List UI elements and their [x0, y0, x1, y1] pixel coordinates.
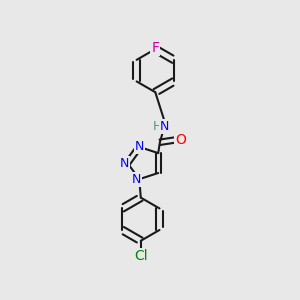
Text: N: N: [135, 140, 144, 153]
Text: N: N: [131, 173, 141, 186]
Text: N: N: [160, 120, 169, 133]
Text: HN: HN: [153, 120, 172, 133]
Text: F: F: [151, 41, 159, 55]
Text: H: H: [153, 120, 162, 133]
Text: O: O: [175, 133, 186, 147]
Text: Cl: Cl: [134, 249, 148, 263]
Text: N: N: [120, 157, 129, 169]
